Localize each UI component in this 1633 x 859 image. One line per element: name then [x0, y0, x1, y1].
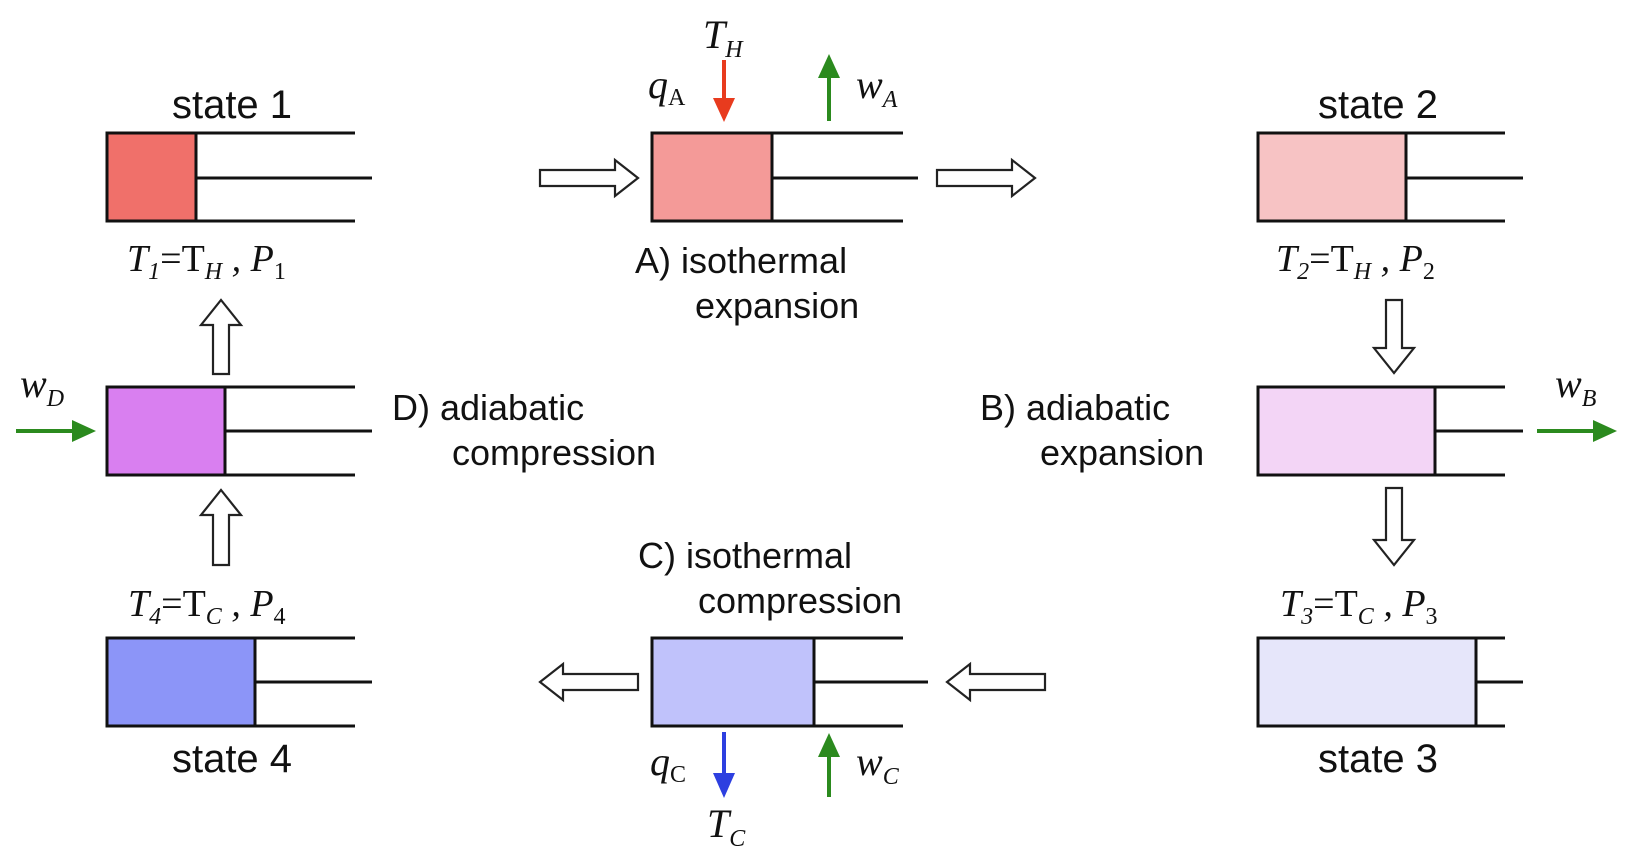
processD-label-line1: D) adiabatic: [392, 387, 584, 428]
processB-cylinder: [1256, 385, 1505, 477]
state1-group: state 1 T1=TH , P1: [105, 83, 372, 285]
qC-arrow-head: [713, 773, 735, 798]
flow-arrow-D-to-1: [198, 298, 244, 376]
flow-arrow-B-to-3: [1371, 486, 1417, 567]
state2-label: state 2: [1318, 83, 1438, 127]
wA-label: wA: [856, 62, 898, 113]
cold-reservoir-label: TC: [707, 801, 746, 852]
state2-gas: [1258, 133, 1406, 221]
state1-gas: [107, 133, 196, 221]
state3-conditions: T3=TC , P3: [1280, 583, 1438, 630]
state3-cylinder: [1256, 636, 1505, 728]
state2-group: state 2 T2=TH , P2: [1256, 83, 1523, 285]
wB-arrow-head: [1593, 420, 1617, 442]
state3-label: state 3: [1318, 737, 1438, 781]
processC-cylinder: [650, 636, 903, 728]
processC-gas: [652, 638, 814, 726]
processB-label-line2: expansion: [1040, 432, 1204, 473]
processA-cylinder: [650, 131, 903, 223]
processD-gas: [107, 387, 225, 475]
processB-label-line1: B) adiabatic: [980, 387, 1170, 428]
state1-cylinder: [105, 131, 355, 223]
processD-group: wD D) adiabatic compression: [16, 361, 656, 477]
qA-arrow-head: [713, 98, 735, 122]
processD-label-line2: compression: [452, 432, 656, 473]
state1-conditions: T1=TH , P1: [127, 238, 286, 285]
flow-arrow-2-to-B: [1371, 298, 1417, 375]
processC-label-line1: C) isothermal: [638, 535, 852, 576]
wB-label: wB: [1555, 361, 1597, 412]
wC-label: wC: [856, 739, 900, 790]
state3-gas: [1258, 638, 1476, 726]
state4-conditions: T4=TC , P4: [128, 583, 286, 630]
processA-label-line1: A) isothermal: [635, 240, 847, 281]
state2-cylinder: [1256, 131, 1505, 223]
hot-reservoir-label: TH: [703, 12, 744, 63]
processA-gas: [652, 133, 772, 221]
wC-arrow-head: [818, 733, 840, 757]
state3-group: T3=TC , P3 state 3: [1256, 583, 1523, 781]
state2-conditions: T2=TH , P2: [1276, 238, 1435, 285]
wA-arrow-head: [818, 54, 840, 78]
wD-arrow-head: [72, 420, 96, 442]
qA-label: qA: [648, 62, 686, 111]
flow-arrow-A-to-2: [935, 157, 1037, 199]
processB-group: B) adiabatic expansion wB: [980, 361, 1617, 477]
processC-label-line2: compression: [698, 580, 902, 621]
processC-group: C) isothermal compression qC wC TC: [638, 535, 928, 852]
flow-arrow-1-to-A: [538, 157, 640, 199]
cycle-flow-arrows: [198, 157, 1417, 703]
qC-label: qC: [650, 739, 686, 788]
state4-cylinder: [105, 636, 355, 728]
flow-arrow-4-to-D: [198, 488, 244, 567]
state4-label: state 4: [172, 737, 292, 781]
processD-cylinder: [105, 385, 355, 477]
wD-label: wD: [20, 361, 64, 412]
state4-group: T4=TC , P4 state 4: [105, 583, 372, 781]
processA-label-line2: expansion: [695, 285, 859, 326]
flow-arrow-C-to-4: [538, 661, 640, 703]
state1-label: state 1: [172, 83, 292, 127]
processB-gas: [1258, 387, 1435, 475]
state4-gas: [107, 638, 255, 726]
flow-arrow-3-to-C: [945, 661, 1047, 703]
processA-group: TH qA wA A) isothermal expansion: [635, 12, 918, 326]
